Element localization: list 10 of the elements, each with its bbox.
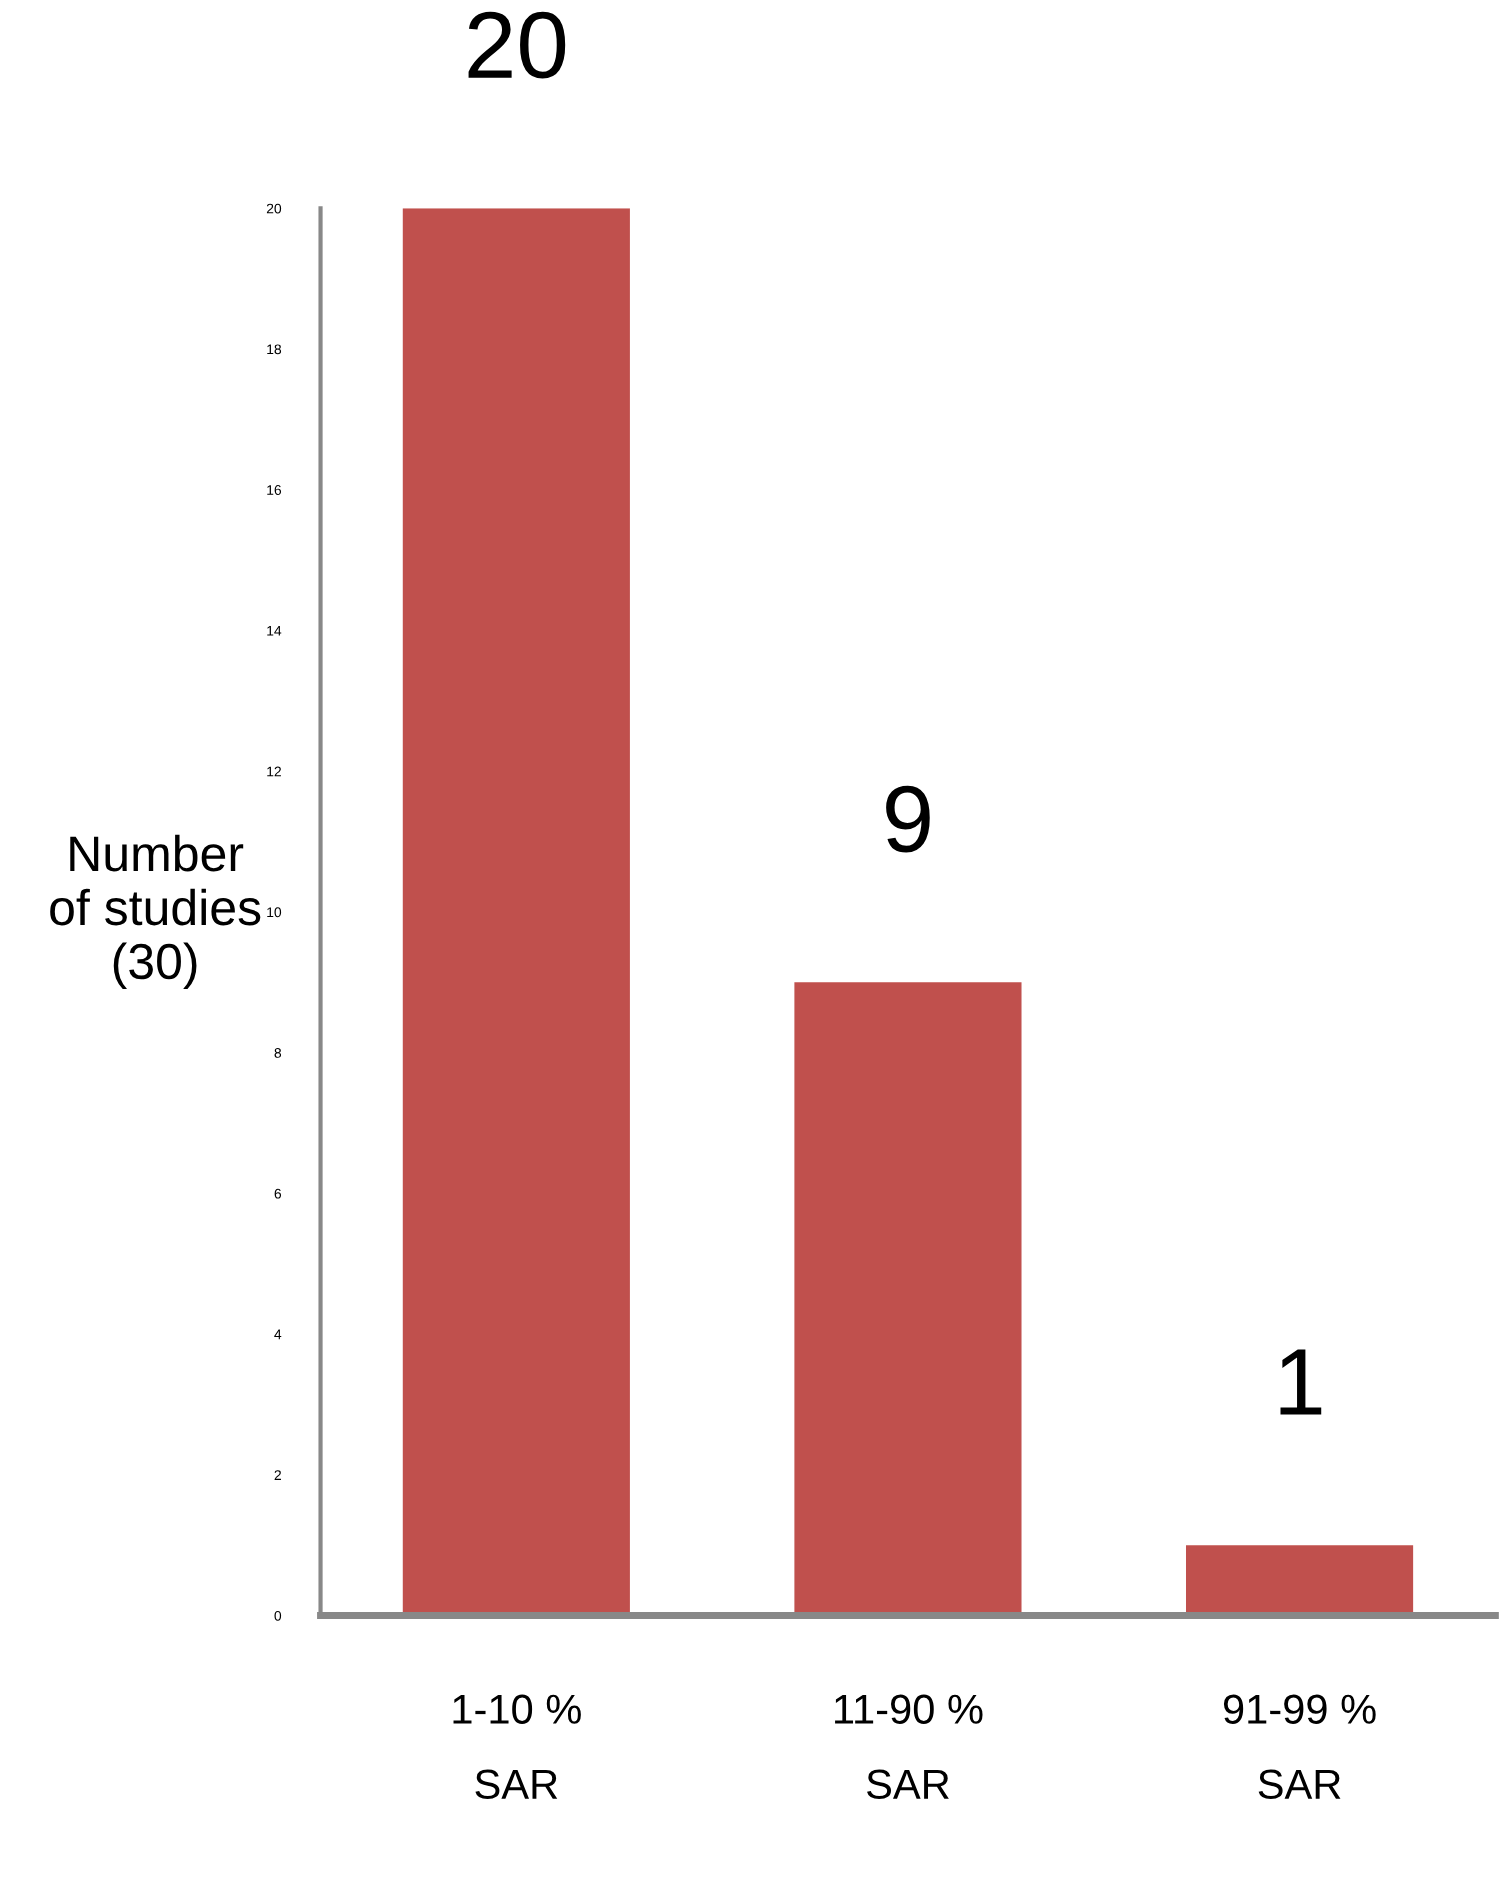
data-label: 20 [468, 11, 566, 79]
y-axis-title: Number of studies (30) [50, 834, 261, 990]
bar [1186, 1545, 1414, 1616]
bar [794, 982, 1022, 1616]
x-tick-label: 11-90 % SAR [835, 1694, 983, 1800]
x-tick-label: 91-99 % SAR [1223, 1694, 1376, 1800]
data-label: 1 [1280, 1349, 1322, 1415]
bar [402, 208, 630, 1616]
data-label: 9 [886, 785, 930, 853]
x-tick-label: 1-10 % SAR [453, 1694, 581, 1800]
